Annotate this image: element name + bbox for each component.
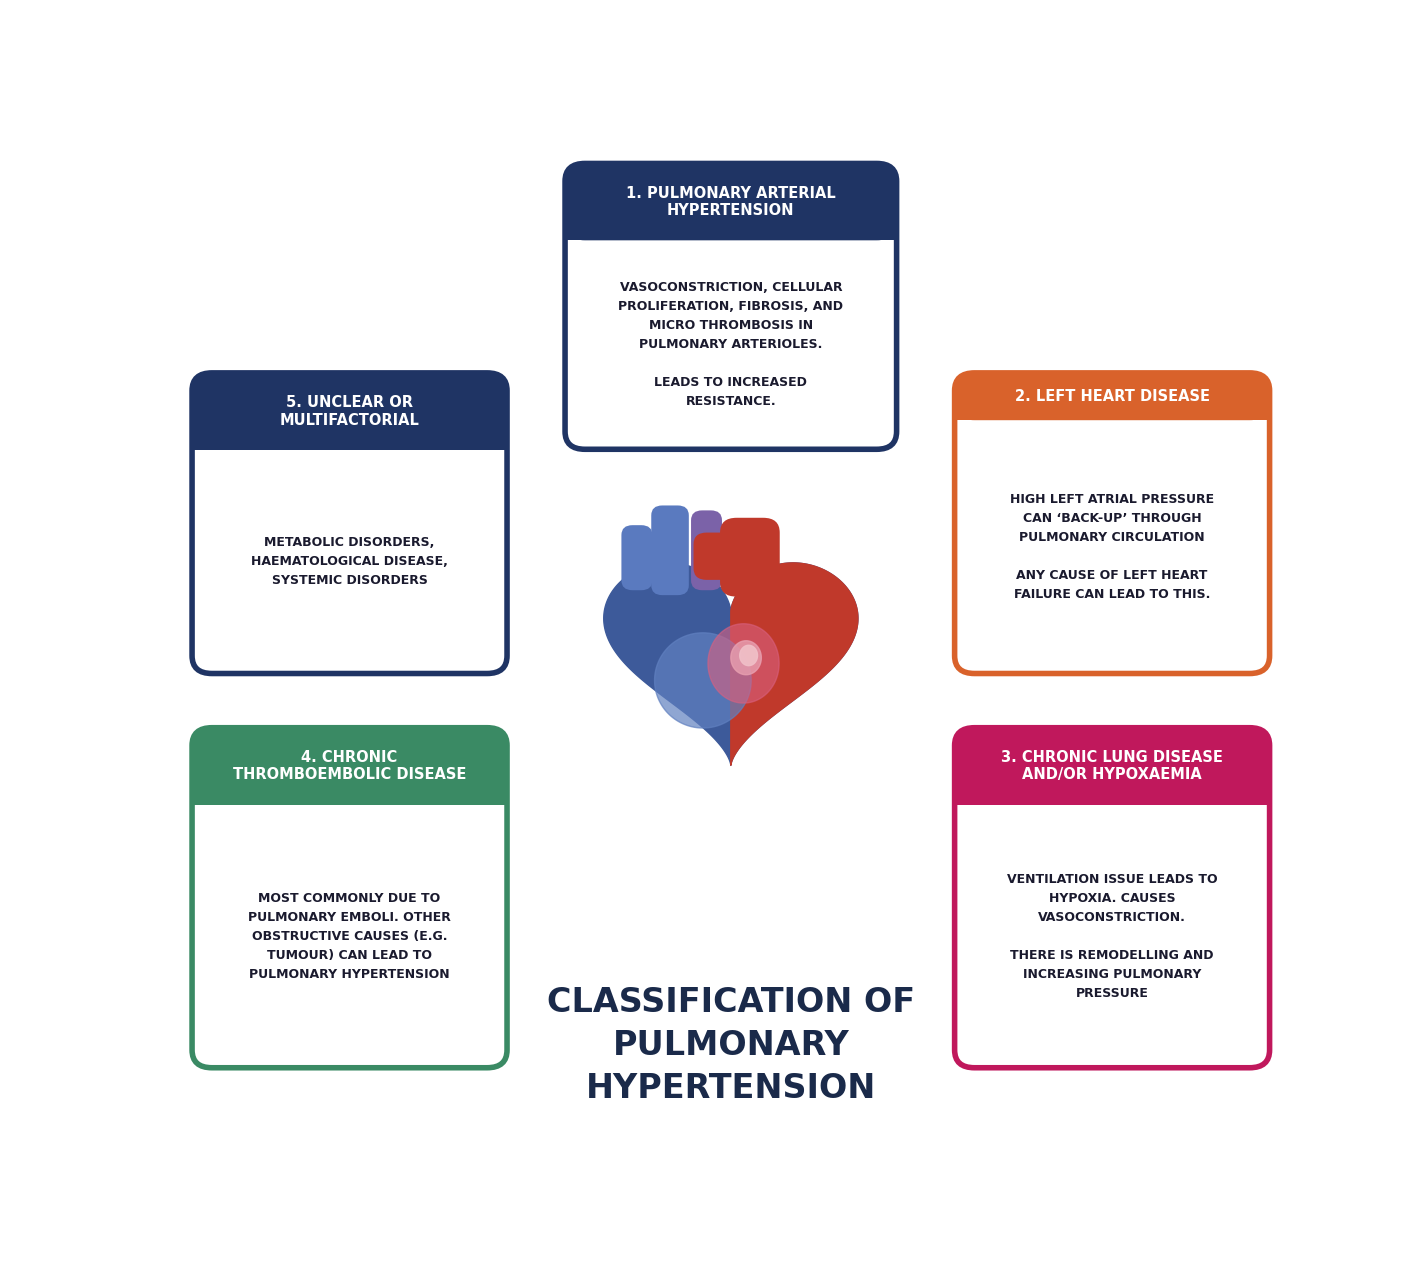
FancyBboxPatch shape — [954, 372, 1269, 420]
Text: METABOLIC DISORDERS,
HAEMATOLOGICAL DISEASE,
SYSTEMIC DISORDERS: METABOLIC DISORDERS, HAEMATOLOGICAL DISE… — [251, 536, 448, 588]
FancyBboxPatch shape — [692, 511, 722, 590]
Polygon shape — [603, 563, 858, 765]
FancyBboxPatch shape — [193, 372, 508, 449]
Bar — [565, 198, 897, 241]
Polygon shape — [740, 645, 757, 666]
Text: MOST COMMONLY DUE TO
PULMONARY EMBOLI. OTHER
OBSTRUCTIVE CAUSES (E.G.
TUMOUR) CA: MOST COMMONLY DUE TO PULMONARY EMBOLI. O… — [248, 892, 451, 980]
Bar — [954, 394, 1269, 420]
FancyBboxPatch shape — [193, 372, 508, 673]
Text: 5. UNCLEAR OR
MULTIFACTORIAL: 5. UNCLEAR OR MULTIFACTORIAL — [279, 396, 419, 428]
Bar — [954, 763, 1269, 805]
Text: VASOCONSTRICTION, CELLULAR
PROLIFERATION, FIBROSIS, AND
MICRO THROMBOSIS IN
PULM: VASOCONSTRICTION, CELLULAR PROLIFERATION… — [619, 282, 843, 408]
FancyBboxPatch shape — [193, 728, 508, 1068]
FancyBboxPatch shape — [720, 518, 780, 596]
FancyBboxPatch shape — [693, 532, 749, 580]
Text: HIGH LEFT ATRIAL PRESSURE
CAN ‘BACK-UP’ THROUGH
PULMONARY CIRCULATION

ANY CAUSE: HIGH LEFT ATRIAL PRESSURE CAN ‘BACK-UP’ … — [1010, 493, 1214, 600]
Text: 1. PULMONARY ARTERIAL
HYPERTENSION: 1. PULMONARY ARTERIAL HYPERTENSION — [626, 186, 836, 218]
FancyBboxPatch shape — [954, 728, 1269, 805]
Text: CLASSIFICATION OF
PULMONARY
HYPERTENSION: CLASSIFICATION OF PULMONARY HYPERTENSION — [546, 986, 915, 1106]
FancyBboxPatch shape — [622, 525, 652, 590]
Text: 3. CHRONIC LUNG DISEASE
AND/OR HYPOXAEMIA: 3. CHRONIC LUNG DISEASE AND/OR HYPOXAEMI… — [1001, 750, 1224, 782]
Bar — [193, 763, 508, 805]
Polygon shape — [732, 641, 761, 675]
Text: 4. CHRONIC
THROMBOEMBOLIC DISEASE: 4. CHRONIC THROMBOEMBOLIC DISEASE — [232, 750, 466, 782]
Polygon shape — [655, 632, 752, 728]
Text: 2. LEFT HEART DISEASE: 2. LEFT HEART DISEASE — [1015, 389, 1209, 404]
Polygon shape — [707, 623, 779, 703]
Text: VENTILATION ISSUE LEADS TO
HYPOXIA. CAUSES
VASOCONSTRICTION.

THERE IS REMODELLI: VENTILATION ISSUE LEADS TO HYPOXIA. CAUS… — [1007, 873, 1218, 1000]
Bar — [193, 407, 508, 449]
FancyBboxPatch shape — [565, 164, 897, 241]
FancyBboxPatch shape — [652, 506, 689, 595]
FancyBboxPatch shape — [565, 164, 897, 449]
FancyBboxPatch shape — [193, 728, 508, 805]
Polygon shape — [732, 563, 858, 765]
FancyBboxPatch shape — [954, 372, 1269, 673]
FancyBboxPatch shape — [954, 728, 1269, 1068]
